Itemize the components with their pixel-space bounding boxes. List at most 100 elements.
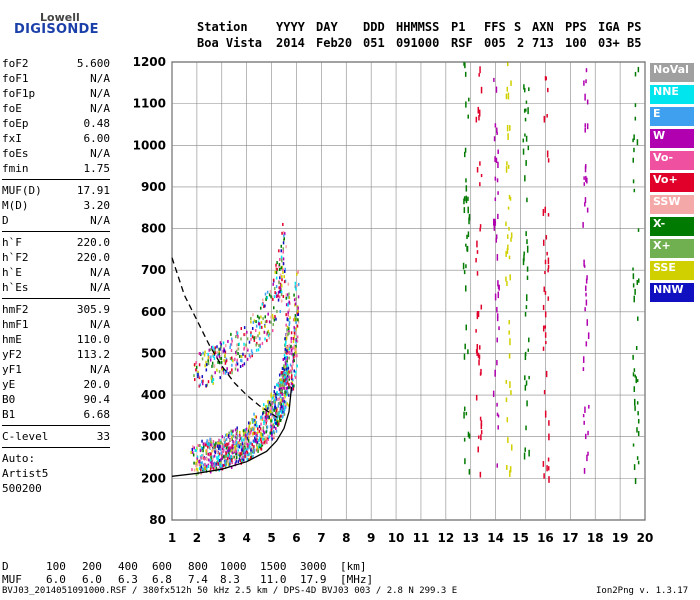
x-trace-point (229, 445, 231, 449)
noise-point (509, 466, 512, 473)
noise-point (545, 370, 548, 378)
noise-point (543, 115, 546, 123)
f2-echo-point (275, 266, 277, 270)
f2-echo-point (285, 245, 287, 249)
x-trace-point (268, 415, 270, 419)
electron-density-profile (171, 386, 293, 477)
f2-echo-point (268, 336, 271, 340)
y-tick-label: 80 (149, 513, 166, 527)
param-separator (2, 298, 110, 299)
x-trace-point (243, 446, 245, 450)
f2-echo-point (250, 316, 252, 320)
f2-echo-point (283, 232, 286, 236)
x-trace-point (227, 462, 230, 466)
noise-point (586, 99, 589, 105)
noise-point (463, 411, 465, 419)
x-trace-point (287, 403, 290, 407)
o-trace-point (287, 295, 290, 299)
noise-point (542, 461, 545, 467)
x-trace-point (245, 427, 248, 431)
f2-echo-point (251, 354, 254, 358)
f2-echo-point (229, 343, 232, 347)
f2-echo-point (261, 341, 264, 345)
o-trace-point (265, 410, 268, 414)
noise-point (523, 84, 525, 90)
noise-point (636, 379, 639, 383)
legend-item: NNW (650, 283, 694, 302)
noise-point (632, 443, 635, 447)
noise-point (494, 218, 496, 224)
noise-point (478, 115, 480, 121)
noise-point (480, 423, 483, 430)
x-trace-point (290, 381, 293, 385)
o-trace-point (270, 433, 273, 437)
o-trace-point (245, 449, 248, 453)
noise-point (497, 291, 500, 299)
x-tick-label: 17 (562, 531, 579, 545)
param-row: B0 90.4 (2, 392, 110, 407)
x-trace-point (280, 414, 282, 418)
o-trace-point (225, 437, 228, 441)
param-value: N/A (90, 214, 110, 227)
noise-point (496, 306, 498, 313)
noise-point (479, 66, 481, 74)
legend-item: SSE (650, 261, 694, 280)
x-trace-point (272, 407, 274, 411)
f2-echo-point (209, 358, 212, 362)
param-value: 20.0 (83, 378, 111, 391)
param-name: h`E (2, 266, 22, 279)
o-trace-point (279, 381, 282, 385)
x-trace-point (292, 363, 294, 367)
o-trace-point (244, 455, 246, 459)
x-trace-point (226, 433, 228, 437)
muf-cell: MUF (2, 573, 22, 586)
o-trace-point (286, 402, 288, 406)
f2-echo-point (283, 275, 286, 279)
param-name: foEp (2, 117, 29, 130)
x-trace-point (266, 425, 269, 429)
header-value-2: Feb20 (316, 36, 353, 50)
o-trace-point (210, 443, 212, 447)
x-trace-point (291, 352, 293, 356)
x-trace-point (293, 359, 295, 363)
footer-version: Ion2Png v. 1.3.17 (596, 586, 689, 596)
x-tick-label: 10 (388, 531, 405, 545)
noise-point (546, 465, 548, 472)
y-tick-label: 600 (141, 305, 166, 319)
o-trace-point (282, 397, 284, 401)
x-trace-point (225, 461, 228, 465)
y-tick-label: 1100 (133, 97, 166, 111)
o-trace-point (238, 457, 241, 461)
noise-point (634, 477, 637, 484)
x-trace-point (260, 437, 262, 441)
x-trace-point (285, 377, 288, 381)
x-trace-point (279, 394, 282, 398)
f2-echo-point (250, 337, 252, 341)
noise-point (465, 185, 468, 192)
f2-echo-point (284, 269, 286, 273)
o-trace-point (239, 459, 242, 463)
o-trace-point (282, 370, 284, 374)
x-trace-point (282, 414, 284, 418)
x-trace-point (200, 465, 203, 469)
x-trace-point (220, 451, 223, 455)
noise-point (465, 178, 467, 183)
x-trace-point (229, 459, 231, 463)
param-name: foE (2, 102, 22, 115)
x-trace-point (266, 441, 268, 445)
noise-point (480, 420, 483, 426)
x-trace-point (235, 448, 237, 452)
x-trace-point (293, 353, 295, 357)
f2-echo-point (250, 349, 253, 353)
o-trace-point (277, 415, 279, 419)
x-trace-point (219, 439, 221, 443)
f2-echo-point (282, 270, 284, 274)
f2-echo-point (271, 329, 274, 333)
x-trace-point (288, 383, 290, 387)
noise-point (584, 127, 586, 133)
x-trace-point (199, 444, 201, 448)
o-trace-point (286, 359, 288, 363)
o-trace-point (235, 444, 238, 448)
x-trace-point (258, 438, 260, 442)
f2-echo-point (211, 364, 213, 368)
